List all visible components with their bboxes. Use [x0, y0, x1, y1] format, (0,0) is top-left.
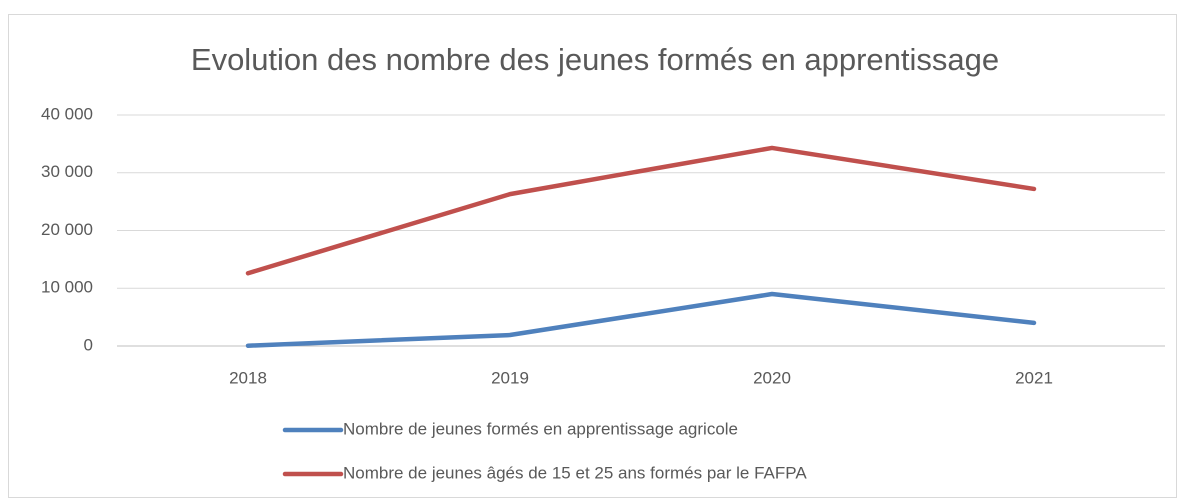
y-tick-label: 0 — [84, 335, 93, 354]
chart-border — [8, 14, 1177, 498]
legend-label: Nombre de jeunes formés en apprentissage… — [343, 419, 738, 438]
series-line — [245, 291, 1037, 348]
y-tick-label: 40 000 — [41, 104, 93, 123]
x-tick-label: 2020 — [753, 368, 791, 387]
y-tick-label: 30 000 — [41, 162, 93, 181]
x-tick-label: 2021 — [1015, 368, 1053, 387]
chart-title: Evolution des nombre des jeunes formés e… — [191, 42, 999, 77]
x-tick-label: 2019 — [491, 368, 529, 387]
legend-label: Nombre de jeunes âgés de 15 et 25 ans fo… — [343, 463, 807, 482]
series-line — [245, 145, 1037, 276]
x-tick-label: 2018 — [229, 368, 267, 387]
y-tick-label: 20 000 — [41, 220, 93, 239]
y-tick-label: 10 000 — [41, 278, 93, 297]
